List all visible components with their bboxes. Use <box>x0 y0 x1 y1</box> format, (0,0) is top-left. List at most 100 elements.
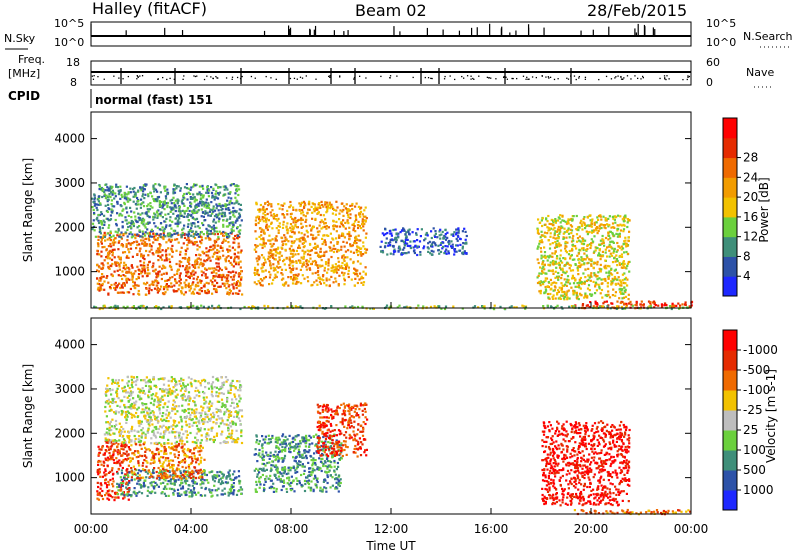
power-echo-cell <box>162 205 165 208</box>
power-echo-cell <box>103 288 106 291</box>
power-echo-cell <box>565 293 568 297</box>
power-echo-cell <box>176 201 179 204</box>
power-echo-cell <box>581 237 584 240</box>
power-echo-cell <box>588 243 592 246</box>
power-echo-cell <box>553 227 556 230</box>
power-echo-cell <box>170 207 173 210</box>
power-echo-cell <box>204 219 207 222</box>
power-echo-cell <box>131 233 134 236</box>
velocity-echo-cell <box>152 468 155 472</box>
power-echo-cell <box>453 231 456 234</box>
power-echo-cell <box>583 223 586 226</box>
power-echo-cell <box>628 230 631 233</box>
power-echo-cell <box>558 296 561 299</box>
power-echo-cell <box>362 283 365 286</box>
power-echo-cell <box>240 208 243 212</box>
power-echo-cell <box>216 204 219 208</box>
power-echo-cell <box>361 222 365 226</box>
power-echo-cell <box>562 237 565 240</box>
power-echo-cell <box>255 246 258 249</box>
power-echo-cell <box>153 306 156 309</box>
power-ytick-label: 4000 <box>54 132 85 146</box>
velocity-echo-cell <box>106 459 109 462</box>
power-echo-cell <box>544 277 547 280</box>
power-echo-cell <box>194 207 197 210</box>
power-echo-cell <box>330 203 333 206</box>
power-echo-cell <box>281 226 285 229</box>
power-echo-cell <box>357 253 360 257</box>
power-echo-cell <box>548 227 552 230</box>
power-echo-cell <box>407 229 410 232</box>
power-echo-cell <box>133 193 136 196</box>
velocity-echo-cell <box>180 478 183 481</box>
power-echo-cell <box>144 184 147 187</box>
power-echo-cell <box>607 245 610 248</box>
power-echo-cell <box>551 281 554 285</box>
power-echo-cell <box>545 272 548 275</box>
power-echo-cell <box>271 238 274 241</box>
power-echo-cell <box>191 283 194 286</box>
power-echo-cell <box>200 230 203 234</box>
power-echo-cell <box>195 217 199 220</box>
power-echo-cell <box>362 281 366 284</box>
power-echo-cell <box>197 266 200 269</box>
power-echo-cell <box>362 277 365 280</box>
power-echo-cell <box>559 254 562 257</box>
velocity-echo-cell <box>97 453 100 456</box>
power-echo-cell <box>572 234 575 238</box>
power-echo-cell <box>144 183 147 186</box>
velocity-echo-cell <box>139 486 143 489</box>
power-echo-cell <box>607 271 610 274</box>
power-echo-cell <box>172 212 175 215</box>
power-echo-cell <box>138 217 142 220</box>
power-echo-cell <box>265 223 268 226</box>
power-echo-cell <box>118 191 121 194</box>
power-echo-cell <box>207 254 210 257</box>
nave-point <box>463 77 465 79</box>
power-echo-cell <box>571 274 574 277</box>
power-echo-cell <box>153 281 156 284</box>
power-echo-cell <box>542 260 545 263</box>
power-echo-cell <box>174 229 177 232</box>
power-echo-cell <box>609 240 612 244</box>
power-echo-cell <box>100 250 103 253</box>
power-echo-cell <box>552 272 555 275</box>
power-echo-cell <box>291 264 294 267</box>
power-echo-cell <box>168 232 171 235</box>
power-echo-cell <box>605 293 608 297</box>
power-echo-cell <box>237 242 240 245</box>
power-echo-cell <box>616 235 619 238</box>
power-echo-cell <box>152 253 155 256</box>
velocity-echo-cell <box>110 445 113 448</box>
nave-point <box>454 78 456 81</box>
power-echo-cell <box>310 233 313 236</box>
velocity-echo-cell <box>225 477 228 480</box>
power-echo-cell <box>439 237 442 240</box>
power-echo-cell <box>433 234 436 237</box>
power-echo-cell <box>208 224 211 228</box>
power-echo-cell <box>217 220 220 223</box>
power-echo-cell <box>257 280 260 283</box>
velocity-echo-cell <box>107 448 111 451</box>
power-echo-cell <box>343 259 346 262</box>
power-echo-cell <box>547 296 550 299</box>
power-echo-cell <box>568 263 571 267</box>
power-echo-cell <box>192 277 195 280</box>
power-echo-cell <box>113 248 116 251</box>
power-echo-cell <box>588 276 591 279</box>
power-echo-cell <box>153 237 156 240</box>
power-echo-cell <box>167 212 170 216</box>
power-echo-cell <box>193 264 197 268</box>
velocity-echo-cell <box>213 474 216 477</box>
power-echo-cell <box>690 304 693 307</box>
velocity-echo-cell <box>120 478 123 481</box>
velocity-echo-cell <box>234 476 237 479</box>
power-echo-cell <box>165 217 168 220</box>
power-echo-cell <box>168 219 172 222</box>
power-echo-cell <box>211 194 214 197</box>
power-echo-cell <box>118 235 121 238</box>
power-echo-cell <box>301 263 304 266</box>
power-echo-cell <box>590 264 593 267</box>
power-echo-cell <box>254 223 258 227</box>
power-echo-cell <box>209 259 212 262</box>
